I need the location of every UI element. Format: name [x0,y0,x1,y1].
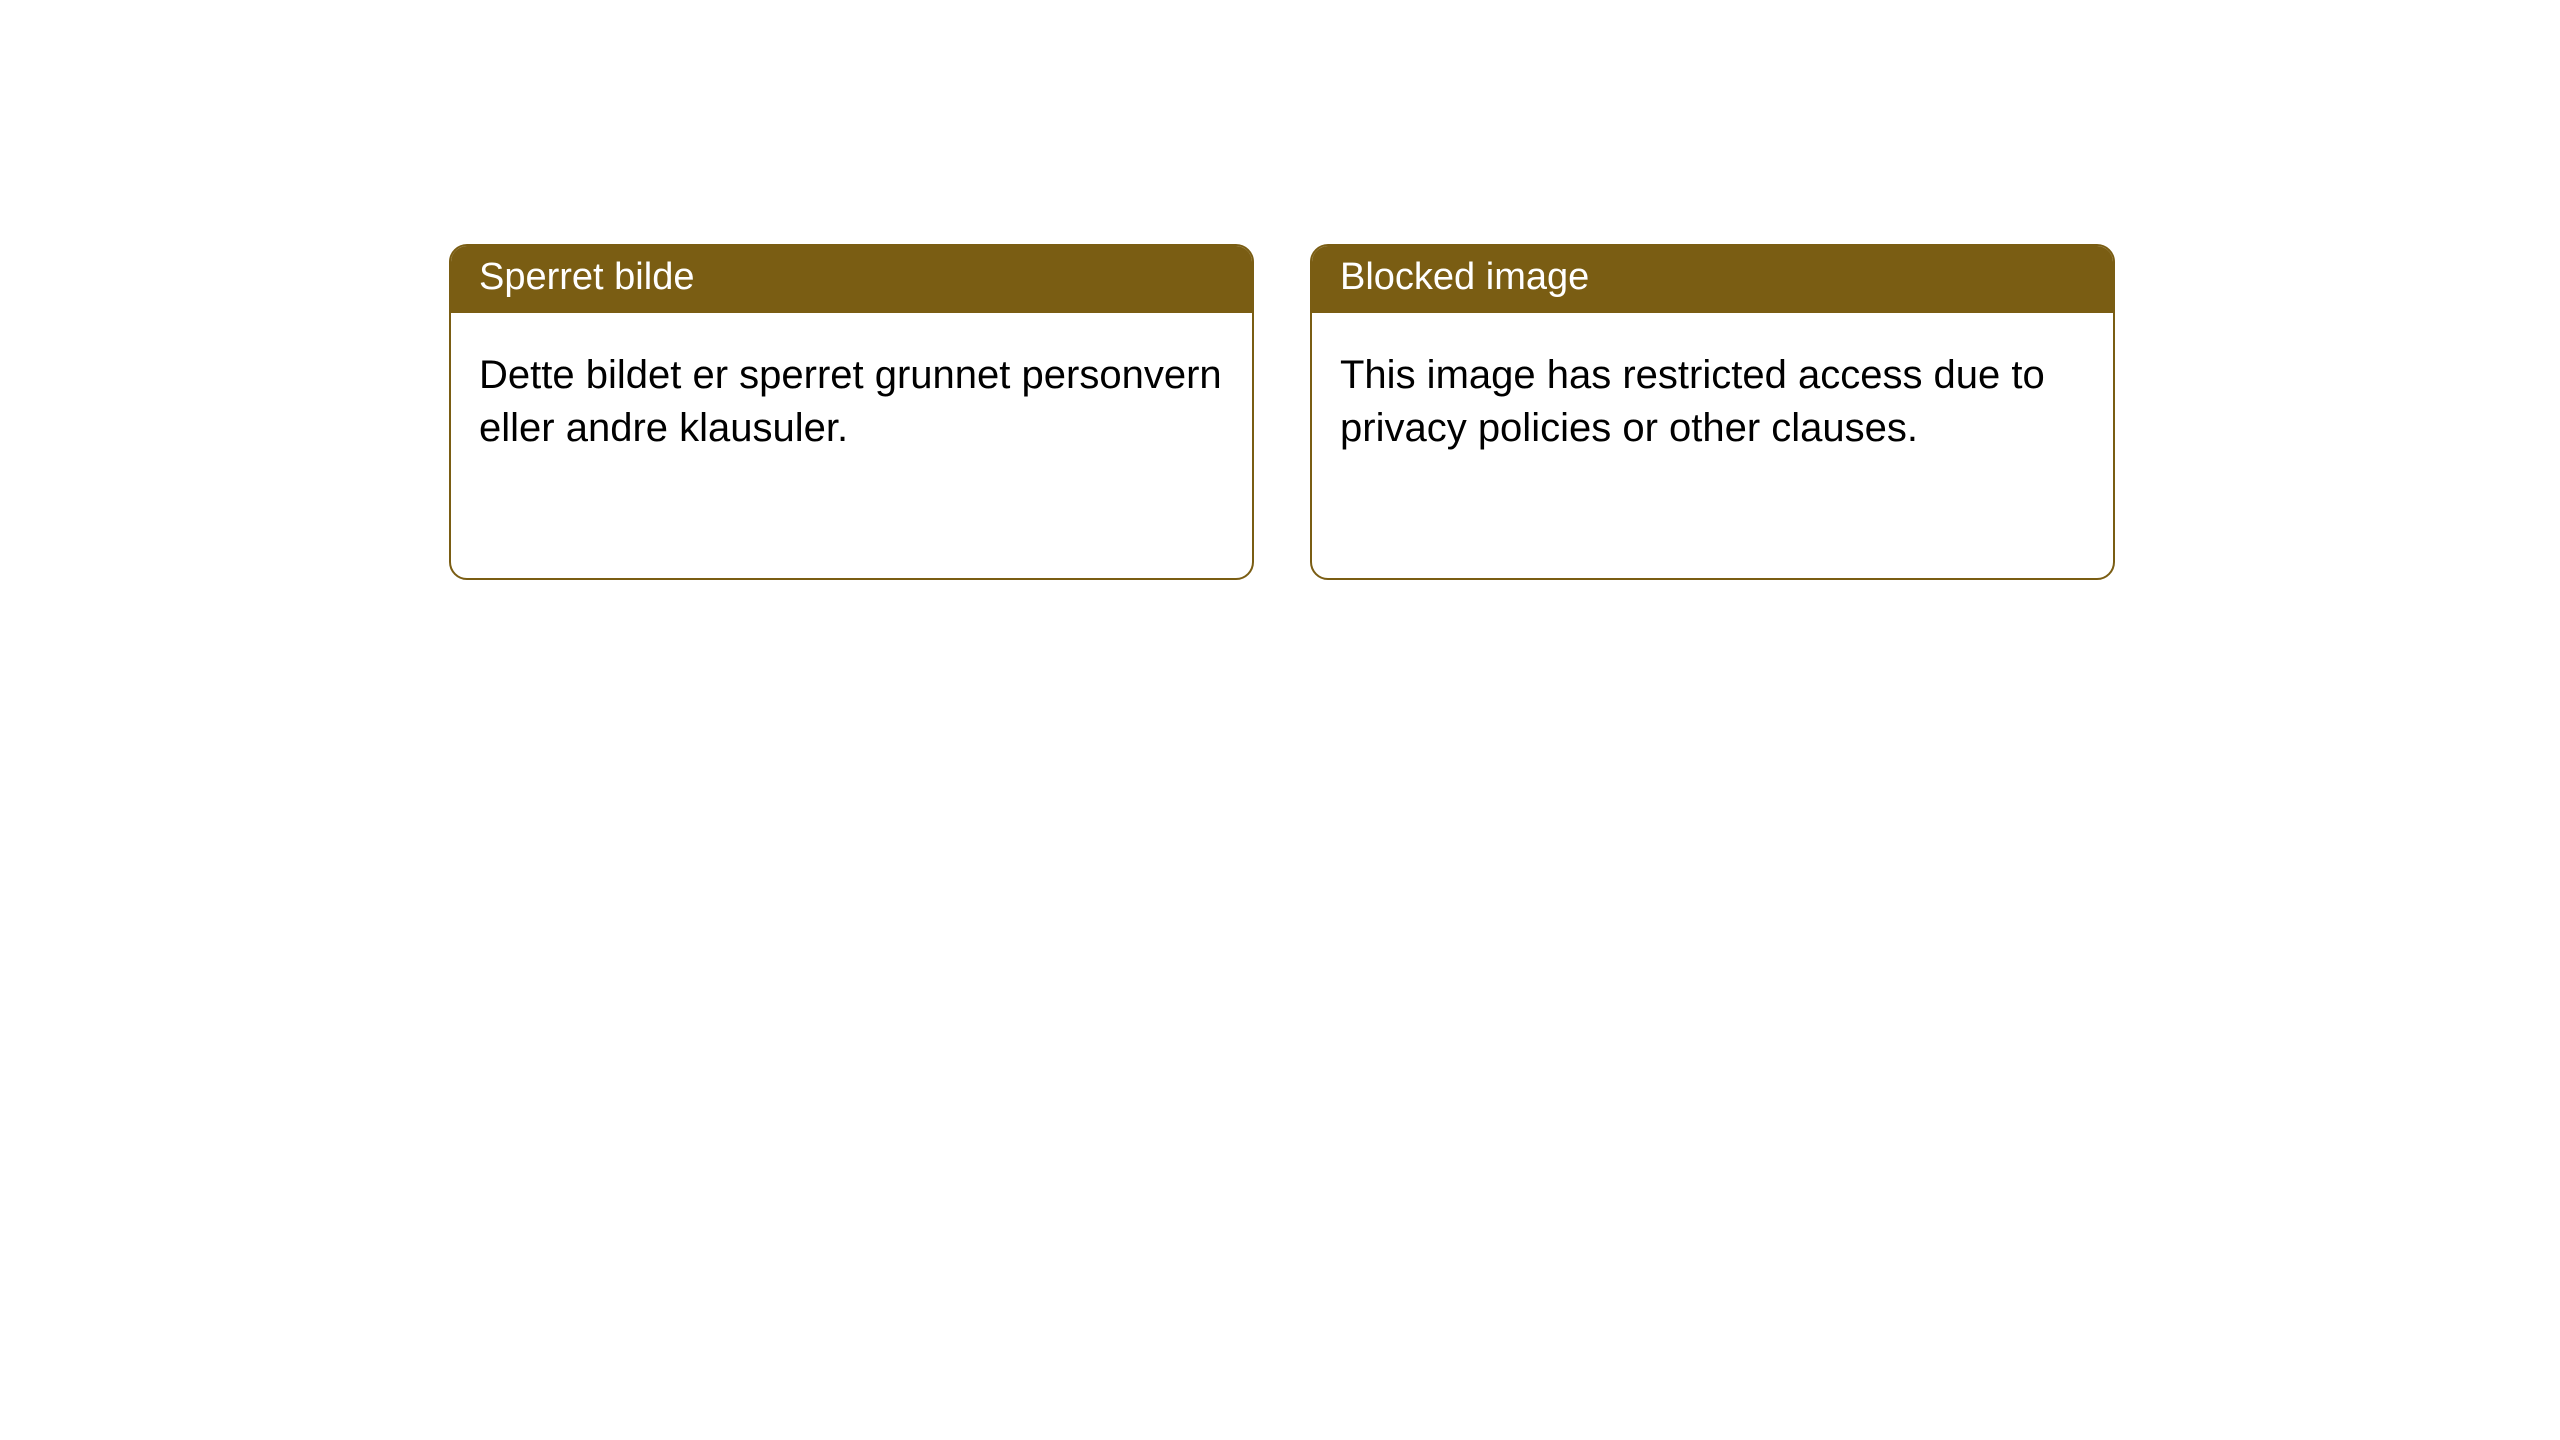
blocked-image-card-norwegian: Sperret bilde Dette bildet er sperret gr… [449,244,1254,580]
card-body-norwegian: Dette bildet er sperret grunnet personve… [451,313,1252,491]
card-title-norwegian: Sperret bilde [451,246,1252,313]
notice-container: Sperret bilde Dette bildet er sperret gr… [0,0,2560,580]
card-body-english: This image has restricted access due to … [1312,313,2113,491]
blocked-image-card-english: Blocked image This image has restricted … [1310,244,2115,580]
card-title-english: Blocked image [1312,246,2113,313]
